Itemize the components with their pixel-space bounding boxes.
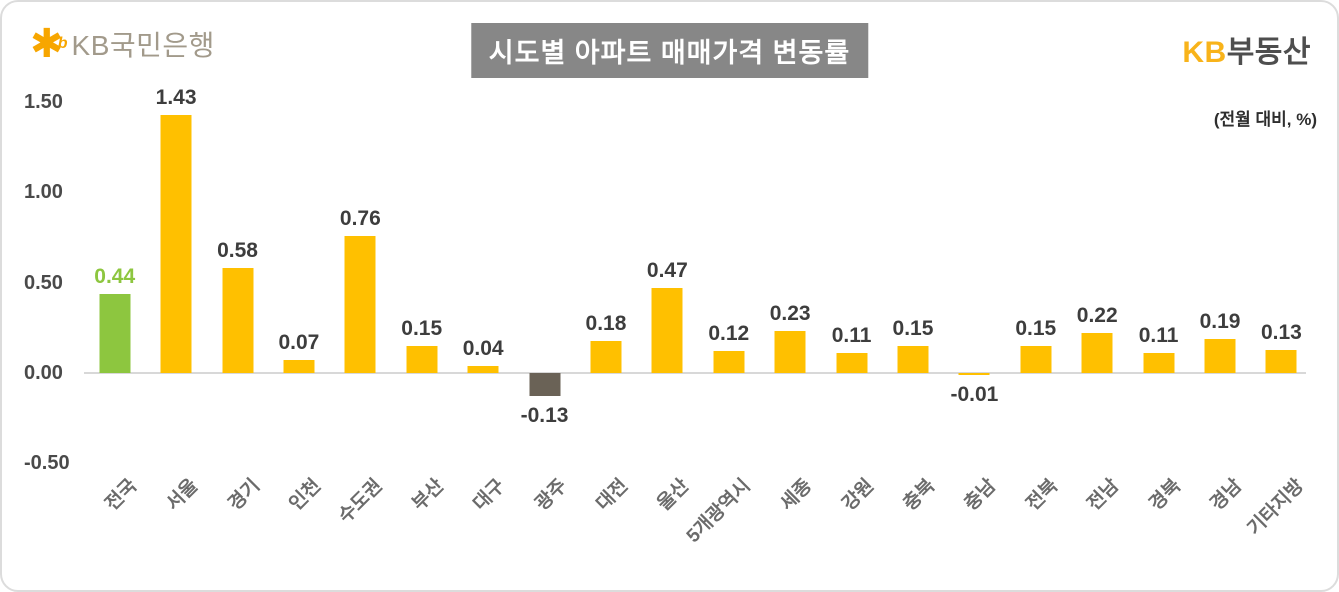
bar-value-label: 0.11 (1138, 324, 1179, 348)
x-axis-label: 전국 (101, 475, 141, 515)
bar (529, 373, 561, 397)
x-axis-label: 전북 (1022, 475, 1062, 515)
x-axis-label: 울산 (653, 475, 694, 515)
chart-column: 0.23 세종 (759, 102, 820, 514)
kb-bank-logo: ✱ b KB국민은행 (30, 24, 215, 64)
kb-real-estate-logo: KB부동산 (1182, 27, 1311, 71)
bar-value-label: 0.76 (339, 206, 381, 230)
chart-column: 0.12 5개광역시 (683, 102, 759, 547)
x-axis-label: 인천 (285, 475, 326, 515)
chart-column: 0.07 인천 (268, 102, 329, 515)
bar (897, 345, 929, 373)
bar (590, 340, 622, 373)
bar (99, 293, 131, 373)
chart-column: 0.44 전국 (84, 102, 145, 515)
chart-column: -0.13 광주 (514, 102, 575, 515)
bar-value-label: 0.19 (1199, 309, 1241, 333)
kb-real-estate-logo-kb: KB (1182, 36, 1227, 69)
x-axis-label: 5개광역시 (683, 475, 755, 548)
x-axis-label: 대전 (592, 475, 633, 515)
chart-column: 0.15 부산 (391, 102, 452, 515)
x-axis-label: 강원 (838, 475, 878, 515)
chart-column: 0.15 전북 (1005, 102, 1066, 515)
chart-column: 0.04 대구 (452, 102, 513, 515)
bar (222, 268, 254, 373)
kb-star-glyph: ✱ (30, 22, 64, 66)
y-axis-tick-label: 1.00 (24, 181, 63, 204)
y-axis-tick-label: 0.00 (24, 362, 63, 384)
x-axis-label: 광주 (531, 475, 571, 515)
bar (774, 331, 806, 373)
bar-value-label: 0.18 (585, 311, 627, 335)
bar (958, 373, 990, 375)
bar (1020, 345, 1052, 373)
bar (651, 288, 683, 373)
bar-value-label: -0.13 (520, 404, 569, 428)
chart-column: 0.15 충북 (882, 102, 943, 515)
bar (467, 365, 499, 373)
bar-value-label: 0.13 (1260, 320, 1302, 344)
bar-value-label: 0.11 (831, 324, 872, 348)
unit-note: (전월 대비, %) (1213, 110, 1317, 129)
bar (160, 114, 192, 373)
kb-star-b-glyph: b (57, 35, 68, 52)
bar (1081, 333, 1113, 373)
chart-column: 0.22 전남 (1067, 102, 1128, 515)
chart-column: 0.76 수도권 (330, 102, 391, 527)
chart-column: 0.47 울산 (637, 102, 698, 515)
x-axis-label: 경기 (224, 475, 264, 515)
zero-axis-line (84, 372, 1306, 374)
bar-value-label: 0.22 (1076, 304, 1118, 328)
x-axis-label: 부산 (408, 475, 448, 515)
chart-column: 1.43 서울 (145, 86, 206, 515)
bar (713, 351, 745, 373)
bar-value-label: 0.15 (892, 316, 934, 340)
chart-column: 0.13 기타지방 (1243, 102, 1312, 540)
chart-column: 0.19 경남 (1189, 102, 1250, 515)
bar-value-label: 0.07 (278, 331, 320, 355)
bar (1204, 338, 1236, 373)
bar (1143, 353, 1175, 373)
bar (406, 345, 438, 373)
y-axis-tick-label: 0.50 (24, 271, 63, 294)
x-axis-label: 충남 (960, 475, 1001, 515)
kb-star-icon: ✱ b (30, 22, 68, 66)
chart-column: -0.01 충남 (944, 102, 1005, 515)
bar-value-label: 1.43 (155, 85, 197, 109)
x-axis-label: 경북 (1145, 475, 1185, 515)
x-axis-label: 세종 (776, 475, 817, 515)
chart-column: 0.18 대전 (575, 102, 636, 515)
bar-value-label: 0.15 (1015, 316, 1057, 340)
bar (1265, 349, 1297, 373)
chart-column: 0.11 강원 (821, 102, 882, 515)
bar (283, 360, 315, 373)
bar-value-label: -0.01 (950, 382, 999, 406)
y-axis-tick-label: 1.50 (24, 91, 63, 114)
x-axis-label: 수도권 (334, 475, 387, 528)
chart-title: 시도별 아파트 매매가격 변동률 (470, 23, 869, 78)
x-axis-label: 서울 (162, 475, 203, 515)
bar-value-label: 0.23 (769, 302, 811, 326)
chart-column: 0.58 경기 (207, 102, 268, 515)
kb-real-estate-logo-rest: 부동산 (1226, 36, 1311, 69)
bar (344, 235, 376, 373)
x-axis-label: 대구 (469, 475, 510, 515)
plot-area: 0.44 전국 1.43 서울 0.58 경기 0.07 인천 0.76 수도권 0.15 부산 0.0… (84, 86, 1312, 547)
bar-value-label: 0.12 (708, 322, 750, 346)
bar-value-label: 0.04 (462, 336, 504, 360)
x-axis-label: 전남 (1083, 475, 1124, 515)
kb-bank-logo-text: KB국민은행 (71, 30, 215, 61)
bar (836, 353, 868, 373)
chart-column: 0.11 경북 (1128, 102, 1189, 515)
x-axis-label: 기타지방 (1243, 475, 1308, 540)
x-axis-label: 충북 (899, 475, 940, 515)
bar-value-label: 0.58 (217, 239, 258, 263)
x-axis-label: 경남 (1206, 475, 1247, 515)
y-axis-tick-label: -0.50 (24, 452, 70, 475)
bar-value-label: 0.15 (401, 316, 443, 340)
bar-value-label: 0.44 (94, 264, 136, 288)
bar-value-label: 0.47 (646, 259, 688, 283)
